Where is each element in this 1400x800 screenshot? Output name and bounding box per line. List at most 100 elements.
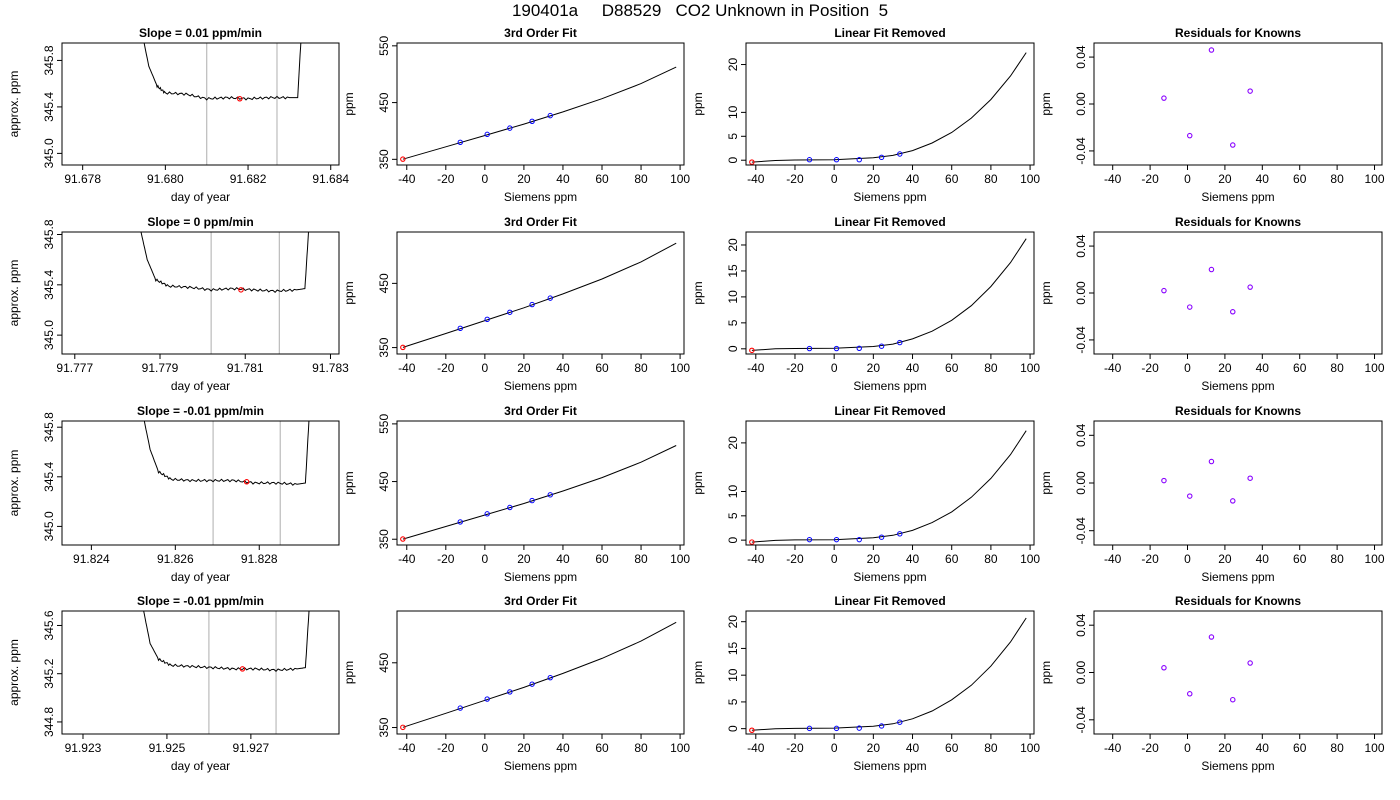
y-tick-label: 0.00 [1074,92,1088,116]
fit-curve [751,430,1027,543]
y-tick-label: -0.04 [1074,517,1088,545]
x-tick-label: 40 [906,552,920,566]
plot-data [1161,634,1253,703]
x-axis-label: Siemens ppm [1201,379,1274,393]
x-tick-label: 91.682 [230,172,267,186]
x-axis-label: Siemens ppm [504,379,577,393]
known-point [457,519,463,525]
y-tick-label: -0.04 [1074,706,1088,734]
unknown-point [239,666,246,672]
y-tick-label: 350 [377,529,391,549]
plot-frame [61,420,340,546]
unknown-point [237,96,243,102]
x-tick-label: 40 [1256,552,1270,566]
x-tick-label: 0 [831,172,838,186]
x-tick-label: -20 [1141,552,1159,566]
y-tick-label: 345.0 [42,511,56,541]
y-tick-label: 15 [726,264,740,278]
y-tick-label: 350 [377,717,391,737]
plot-data [143,43,302,165]
x-tick-label: 20 [517,552,531,566]
trace-line [143,43,302,101]
y-tick-label: 15 [726,641,740,655]
x-tick-label: 0 [482,172,489,186]
known-point [457,139,463,146]
known-point [457,325,463,332]
chart-title: 3rd Order Fit [504,594,577,608]
x-tick-label: 80 [1330,741,1344,755]
x-tick-label: 40 [906,741,920,755]
unknown-point [749,727,755,734]
y-tick-label: 10 [726,668,740,682]
y-axis-label: ppm [342,92,356,115]
chart-panel: Slope = 0.01 ppm/min 91.678 91.680 91.682 91… [7,26,349,204]
y-tick-label: 345.0 [42,138,56,168]
x-tick-label: 20 [517,172,531,186]
x-tick-label: 60 [1293,361,1307,375]
x-tick-label: 91.828 [241,552,278,566]
known-point [484,511,490,517]
fit-curve [751,52,1027,163]
x-tick-label: -40 [1104,172,1122,186]
x-tick-label: 80 [984,361,998,375]
residual-point [1187,304,1193,310]
x-tick-label: 0 [482,552,489,566]
plot-data [143,611,310,734]
unknown-point [400,344,406,351]
chart-panel: Linear Fit Removed -40 -20 0 20 40 60 80 100 0 5 10… [691,594,1040,773]
y-tick-label: 350 [377,149,391,169]
residual-point [1247,284,1253,290]
residual-point [1247,475,1253,481]
x-tick-label: 100 [670,741,690,755]
known-point [833,157,840,163]
x-tick-label: 0 [1184,361,1191,375]
chart-panel: Slope = -0.01 ppm/min 91.824 91.826 91.828 3… [7,404,340,584]
fit-curve [402,242,677,348]
y-tick-label: 350 [377,337,391,357]
fit-curve [402,445,677,540]
chart-title: Residuals for Knowns [1175,26,1301,40]
x-axis-label: day of year [171,379,230,393]
y-axis-label: ppm [1039,92,1053,115]
x-tick-label: -40 [747,552,765,566]
y-tick-label: 5 [726,133,740,140]
y-tick-label: 0 [726,725,740,732]
chart-panel: Residuals for Knowns -40 -20 0 20 40 60 80 100 -0… [1039,215,1385,393]
y-tick-label: 0.04 [1074,613,1088,637]
fit-curve [751,617,1027,731]
x-axis-label: Siemens ppm [1201,759,1274,773]
known-point [878,723,885,729]
x-tick-label: 60 [945,741,959,755]
x-tick-label: 91.824 [73,552,110,566]
plot-data [1161,47,1253,148]
x-tick-label: 80 [984,741,998,755]
plot-data [749,238,1027,354]
x-tick-label: 40 [1256,361,1270,375]
plot-frame [1093,42,1383,166]
plot-frame [396,610,685,735]
known-point [547,295,553,301]
x-tick-label: -20 [786,361,804,375]
fit-curve [402,66,677,160]
chart-title: Linear Fit Removed [834,215,945,229]
x-tick-label: -20 [1141,172,1159,186]
plot-frame [61,610,340,735]
x-tick-label: 40 [556,741,570,755]
y-tick-label: 450 [377,652,391,672]
x-tick-label: 60 [945,552,959,566]
x-tick-label: 100 [1020,361,1040,375]
y-tick-label: 0.00 [1074,660,1088,684]
x-tick-label: 91.925 [149,741,186,755]
x-tick-label: 40 [1256,741,1270,755]
chart-title: 3rd Order Fit [504,26,577,40]
chart-panel: 3rd Order Fit -40 -20 0 20 40 60 80 100 350 450 Sie… [342,594,690,773]
x-tick-label: 80 [634,741,648,755]
y-tick-label: 5 [726,512,740,519]
x-tick-label: 60 [595,552,609,566]
x-tick-label: -40 [747,741,765,755]
y-tick-label: 345.4 [42,92,56,122]
known-point [547,674,553,681]
plot-frame [1093,610,1383,735]
x-tick-label: 20 [1218,172,1232,186]
page-title: 190401a D88529 CO2 Unknown in Position 5 [511,1,889,20]
